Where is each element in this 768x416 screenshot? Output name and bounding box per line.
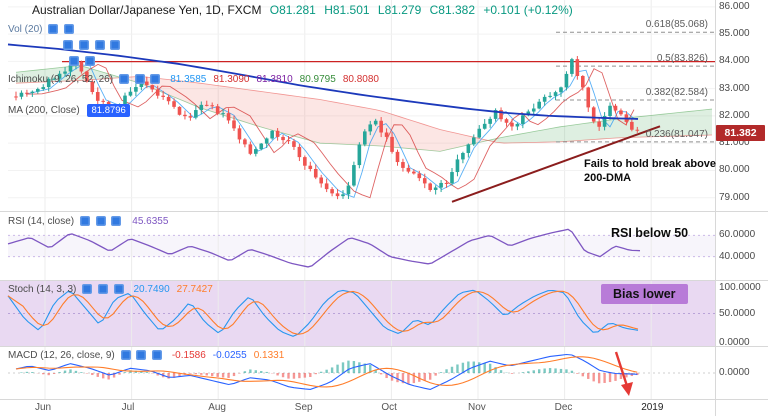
month-label[interactable]: Sep [294,402,313,413]
open-value: O81.281 [269,3,316,17]
gear-icon[interactable] [64,24,75,35]
fib-level-label: 0.618(85.068) [645,19,708,31]
stoch-label[interactable]: Stoch (14, 3, 3) [8,284,77,295]
rsi-axis-tick: 40.0000 [719,250,756,262]
stoch-values: 20.7490 27.7427 [127,284,213,295]
eye-icon[interactable] [120,350,131,361]
annotation-rsi: RSI below 50 [611,226,689,240]
stoch-value: 27.7427 [176,284,213,295]
macd-value: -0.1586 [171,350,206,361]
gear-icon[interactable] [97,284,108,295]
rsi-value: 45.6355 [132,216,169,227]
stoch-value: 20.7490 [133,284,170,295]
last-price-badge: 81.382 [716,125,765,141]
month-label[interactable]: Jul [121,402,135,413]
legend-ma200: MA (200, Close) 81.8796 [8,104,130,117]
gear-icon[interactable] [78,40,89,51]
gear-icon[interactable] [95,216,106,227]
price-axis-tick: 81.000 [719,137,750,149]
price-axis-tick: 80.000 [719,164,750,176]
ichimoku-label[interactable]: Ichimoku (9, 26, 52, 26) [8,74,114,85]
month-label[interactable]: Nov [468,402,486,413]
eye-icon[interactable] [48,24,59,35]
ichimoku-value: 81.3810 [256,74,293,85]
legend-vol: Vol (20) [8,24,75,35]
vol-label[interactable]: Vol (20) [8,24,43,35]
ichimoku-value: 81.3090 [213,74,250,85]
stoch-legend: Stoch (14, 3, 3) 20.7490 27.7427 [8,284,213,295]
legend-controls-row [60,40,121,51]
legend-controls-row [66,56,95,67]
price-axis-tick: 83.000 [719,82,750,94]
rsi-axis-tick: 60.0000 [719,229,756,241]
price-axis-tick: 86.000 [719,0,750,12]
macd-axis-tick: 0.0000 [719,367,750,378]
legend-ichimoku: Ichimoku (9, 26, 52, 26) 81.3585 81.3090 8… [8,74,379,85]
gear-icon[interactable] [136,350,147,361]
low-value: L81.279 [377,3,422,17]
month-label[interactable]: Oct [381,402,397,413]
ichimoku-value: 80.8080 [342,74,379,85]
macd-legend: MACD (12, 26, close, 9) -0.1586 -0.0255 0.… [8,350,284,361]
ichimoku-values: 81.3585 81.3090 81.3810 80.9795 80.8080 [163,74,379,85]
close-icon[interactable] [111,216,122,227]
close-icon[interactable] [152,350,163,361]
price-axis-tick: 82.000 [719,109,750,121]
month-label[interactable]: Dec [554,402,573,413]
stoch-axis-tick: 0.0000 [719,337,750,348]
eye-icon[interactable] [118,74,129,85]
close-icon[interactable] [94,40,105,51]
price-axis-tick: 79.000 [719,191,750,203]
ichimoku-value: 81.3585 [170,74,207,85]
gear-icon[interactable] [134,74,145,85]
month-label[interactable]: Jun [35,402,52,413]
annotation-bias-lower: Bias lower [601,284,688,304]
more-icon[interactable] [110,40,121,51]
macd-values: -0.1586 -0.0255 0.1331 [165,350,284,361]
price-axis-tick: 85.000 [719,28,750,40]
gear-icon[interactable] [84,56,95,67]
ma-label[interactable]: MA (200, Close) [8,105,80,116]
rsi-label[interactable]: RSI (14, close) [8,216,75,227]
ichimoku-value: 80.9795 [299,74,336,85]
year-label[interactable]: 2019 [641,402,664,413]
close-icon[interactable] [150,74,161,85]
month-label[interactable]: Aug [208,402,226,413]
eye-icon[interactable] [82,284,93,295]
chart-header: Australian Dollar/Japanese Yen, 1D, FXCM… [32,3,573,17]
annotation-200dma: Fails to hold break above 200-DMA [584,158,717,185]
fib-level-label: 0.382(82.584) [645,86,708,98]
price-axis-tick: 84.000 [719,55,750,67]
change-value: +0.101 (+0.12%) [483,3,573,17]
close-icon[interactable] [113,284,124,295]
close-value: C81.382 [429,3,476,17]
stoch-axis-tick: 100.0000 [719,282,761,293]
ma-value-badge: 81.8796 [87,104,130,117]
macd-label[interactable]: MACD (12, 26, close, 9) [8,350,115,361]
high-value: H81.501 [324,3,370,17]
symbol-title[interactable]: Australian Dollar/Japanese Yen, 1D, FXCM [32,3,262,17]
rsi-legend: RSI (14, close) 45.6355 [8,216,168,227]
macd-value: 0.1331 [253,350,285,361]
fib-level-label: 0.5(83.826) [656,53,708,65]
eye-icon[interactable] [69,56,79,67]
macd-value: -0.0255 [212,350,247,361]
eye-icon[interactable] [79,216,90,227]
stoch-axis-tick: 50.0000 [719,307,756,319]
fib-level-label: 0.236(81.047) [645,128,708,140]
eye-icon[interactable] [63,40,73,51]
